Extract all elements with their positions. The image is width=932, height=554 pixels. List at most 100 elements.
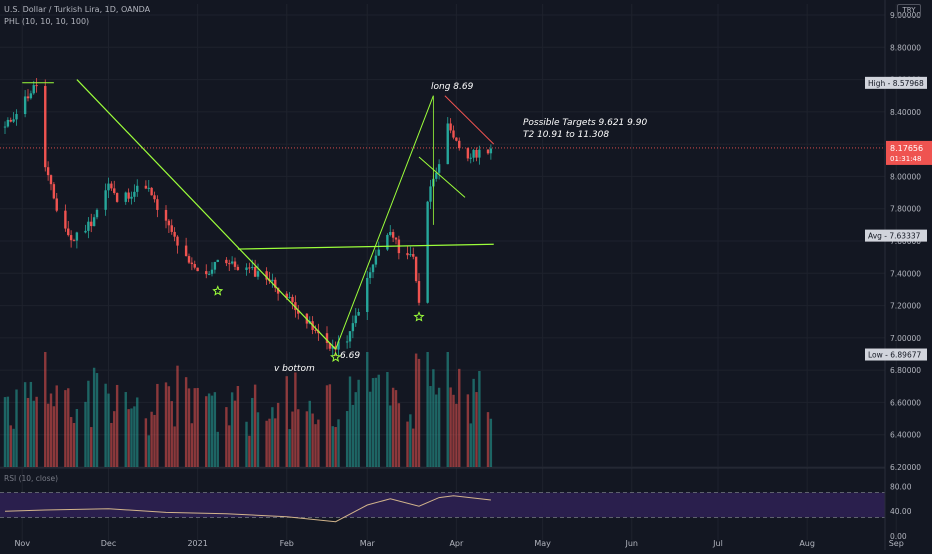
volume-bar	[52, 406, 56, 467]
y-tick-label: 7.20000	[890, 302, 921, 311]
indicator-legend[interactable]: PHL (10, 10, 10, 100)	[4, 17, 90, 26]
candle-body	[167, 220, 171, 226]
candle-body	[271, 279, 274, 282]
candle-body	[107, 183, 110, 191]
avg-price-tag-text: Avg - 7.63337	[868, 232, 921, 241]
time-axis: Nov Dec 2021 Feb Mar Apr May Jun Jul Aug Sep	[14, 539, 903, 548]
volume-bar	[153, 414, 156, 467]
volume-bar	[371, 378, 375, 467]
current-price-tag: 8.17656	[890, 144, 923, 153]
candle-body	[486, 149, 490, 154]
candle-body	[67, 228, 70, 236]
volume-bar	[196, 387, 199, 467]
candle-body	[193, 264, 196, 268]
volume-bar	[432, 369, 435, 467]
volume-bar	[377, 374, 380, 467]
volume-bar	[32, 400, 35, 467]
volume-bar	[334, 427, 337, 467]
uptrend-line	[335, 95, 434, 350]
countdown-tag: 01:31:48	[890, 155, 921, 163]
volume-bar	[190, 423, 194, 467]
resistance-line	[444, 95, 495, 145]
volume-bar	[113, 411, 116, 467]
candle-body	[207, 273, 211, 275]
volume-bar	[305, 411, 309, 467]
volume-bar	[308, 400, 311, 467]
volume-bar	[130, 408, 133, 467]
volume-bar	[136, 397, 139, 467]
volume-bar	[69, 417, 73, 467]
candle-body	[44, 85, 47, 168]
volume-bar	[228, 425, 231, 467]
candle-body	[190, 262, 194, 265]
candle-body	[173, 231, 176, 237]
volume-bar	[489, 418, 493, 467]
candle-body	[489, 148, 493, 154]
volume-bar	[268, 418, 271, 467]
candle-body	[328, 342, 332, 349]
volume-bar	[164, 382, 168, 467]
candles	[3, 78, 493, 357]
volume-bars	[3, 352, 493, 467]
candle-body	[357, 312, 360, 316]
volume-bar	[348, 376, 352, 467]
volume-bar	[265, 420, 268, 467]
candle-body	[72, 240, 76, 242]
candle-body	[406, 253, 409, 256]
y-tick-label: 7.00000	[890, 334, 921, 343]
y-tick-label: 7.80000	[890, 205, 921, 214]
rsi-legend: RSI (10, close)	[4, 474, 58, 483]
volume-bar	[26, 397, 30, 467]
volume-bar	[366, 352, 369, 467]
candle-body	[210, 269, 214, 274]
candle-body	[170, 225, 173, 232]
avg-price-tag-bg	[865, 229, 927, 242]
volume-bar	[386, 371, 389, 467]
volume-bar	[150, 411, 153, 467]
volume-bar	[173, 426, 176, 467]
candle-body	[64, 210, 67, 229]
volume-bar	[274, 418, 277, 467]
candle-body	[196, 267, 199, 272]
x-tick-label: Aug	[799, 539, 815, 548]
low-price-tag: Low - 6.89677	[865, 348, 927, 361]
candle-body	[90, 221, 93, 227]
volume-bar	[124, 392, 127, 467]
volume-bar	[276, 402, 280, 467]
candle-body	[136, 185, 139, 192]
star-marker-3	[413, 311, 425, 322]
candle-body	[297, 310, 300, 314]
volume-bar	[391, 387, 395, 467]
volume-bar	[72, 422, 76, 467]
symbol-title: U.S. Dollar / Turkish Lira, 1D, OANDA	[4, 5, 151, 14]
candle-body	[133, 191, 136, 197]
volume-bar	[107, 393, 110, 467]
candle-body	[417, 281, 421, 303]
currency-badge[interactable]: TRY	[897, 4, 921, 17]
candle-body	[32, 85, 35, 94]
candle-body	[110, 183, 113, 189]
volume-bar	[466, 394, 470, 467]
candle-body	[3, 126, 7, 128]
volume-bar	[475, 392, 478, 467]
candle-body	[176, 236, 179, 246]
candle-body	[348, 331, 352, 342]
volume-bar	[406, 421, 409, 467]
candle-body	[412, 254, 415, 257]
volume-bar	[167, 386, 171, 467]
y-tick-label: 6.60000	[890, 398, 921, 407]
volume-bar	[187, 388, 191, 467]
drawings[interactable]: long 8.69 Possible Targets 9.621 9.90 T2 1…	[22, 79, 647, 374]
candle-body	[409, 254, 412, 256]
candle-body	[446, 123, 449, 165]
volume-bar	[417, 358, 421, 467]
candle-body	[55, 198, 58, 211]
candle-body	[12, 119, 15, 122]
volume-bar	[351, 404, 355, 467]
downtrend-line	[76, 79, 337, 350]
volume-bar	[216, 431, 219, 467]
volume-bar	[127, 409, 130, 467]
volume-bar	[429, 386, 432, 467]
